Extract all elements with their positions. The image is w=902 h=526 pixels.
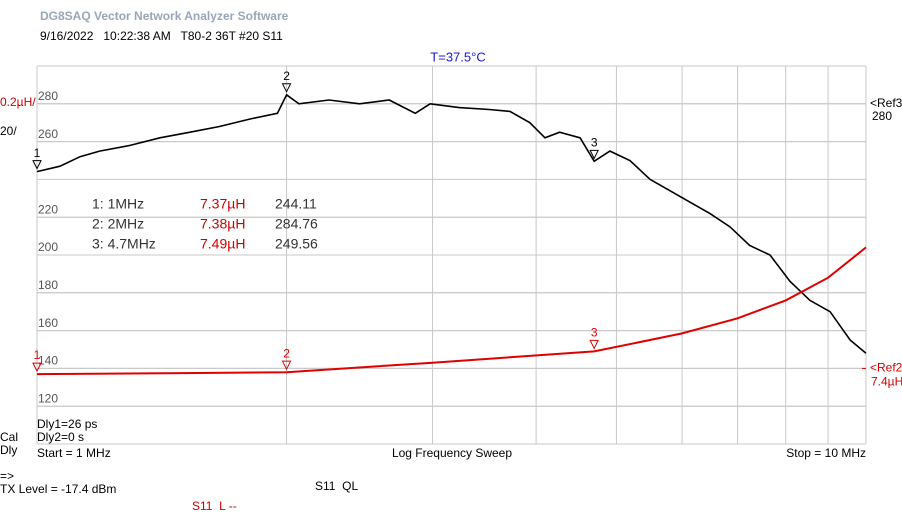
marker-triangle (32, 160, 42, 170)
y-tick-label: 280 (38, 89, 58, 103)
temperature: T=37.5°C (430, 49, 485, 64)
y-tick-label: 200 (38, 240, 58, 254)
start: Start = 1 MHz (37, 446, 111, 460)
marker-label: 3: 4.7MHz (92, 236, 156, 252)
marker-label: 2: 2MHz (92, 216, 144, 232)
marker-label: 1: 1MHz (92, 196, 144, 212)
legend-l: S11 L -- (192, 499, 237, 513)
marker-number: 2 (283, 69, 290, 83)
marker-triangle (589, 149, 599, 160)
y-tick-label: 160 (38, 316, 58, 330)
marker-triangle (281, 360, 292, 371)
y-tick-label: 120 (38, 391, 58, 405)
delay-1: Dly1=26 ps (37, 417, 97, 431)
marker-l: 7.38µH (200, 216, 245, 232)
marker-number: 2 (283, 346, 290, 360)
marker-number: 1 (34, 146, 41, 160)
sweep: Log Frequency Sweep (392, 446, 512, 460)
marker-number: 3 (591, 136, 598, 150)
y-tick-label: 140 (38, 354, 58, 368)
marker-ql: 284.76 (275, 216, 318, 232)
subtitle: 9/16/2022 10:22:38 AM T80-2 36T #20 S11 (40, 29, 283, 43)
y-tick-label: 260 (38, 127, 58, 141)
marker-ql: 244.11 (275, 196, 317, 212)
ref3-name: <Ref3 (870, 96, 902, 110)
marker-triangle (32, 362, 42, 373)
title: DG8SAQ Vector Network Analyzer Software (40, 9, 289, 23)
legend-ql: S11 QL (315, 479, 358, 493)
trace (36, 93, 867, 354)
y-tick-label: 220 (38, 202, 58, 216)
y-tick-label: 180 (38, 278, 58, 292)
delay-2: Dly2=0 s (37, 430, 84, 444)
marker-number: 1 (34, 348, 41, 362)
ref2-name: <Ref2 (870, 361, 902, 375)
y2-tick-label: 7.4µH (871, 375, 902, 389)
stop: Stop = 10 MHz (786, 446, 866, 460)
y2-scale: 0.2µH/ (0, 95, 36, 109)
y-scale: 20/ (0, 124, 17, 138)
marker-triangle (281, 83, 292, 93)
marker-triangle (589, 339, 599, 350)
cal: Cal (0, 430, 18, 444)
ref3-value: 280 (872, 109, 892, 123)
marker-ql: 249.56 (275, 236, 318, 252)
arrow: => (0, 469, 14, 483)
marker-l: 7.37µH (200, 196, 245, 212)
tx-level: TX Level = -17.4 dBm (0, 482, 116, 496)
marker-l: 7.49µH (200, 236, 245, 252)
marker-number: 3 (591, 326, 598, 340)
trace (36, 246, 867, 376)
dly: Dly (0, 443, 17, 457)
